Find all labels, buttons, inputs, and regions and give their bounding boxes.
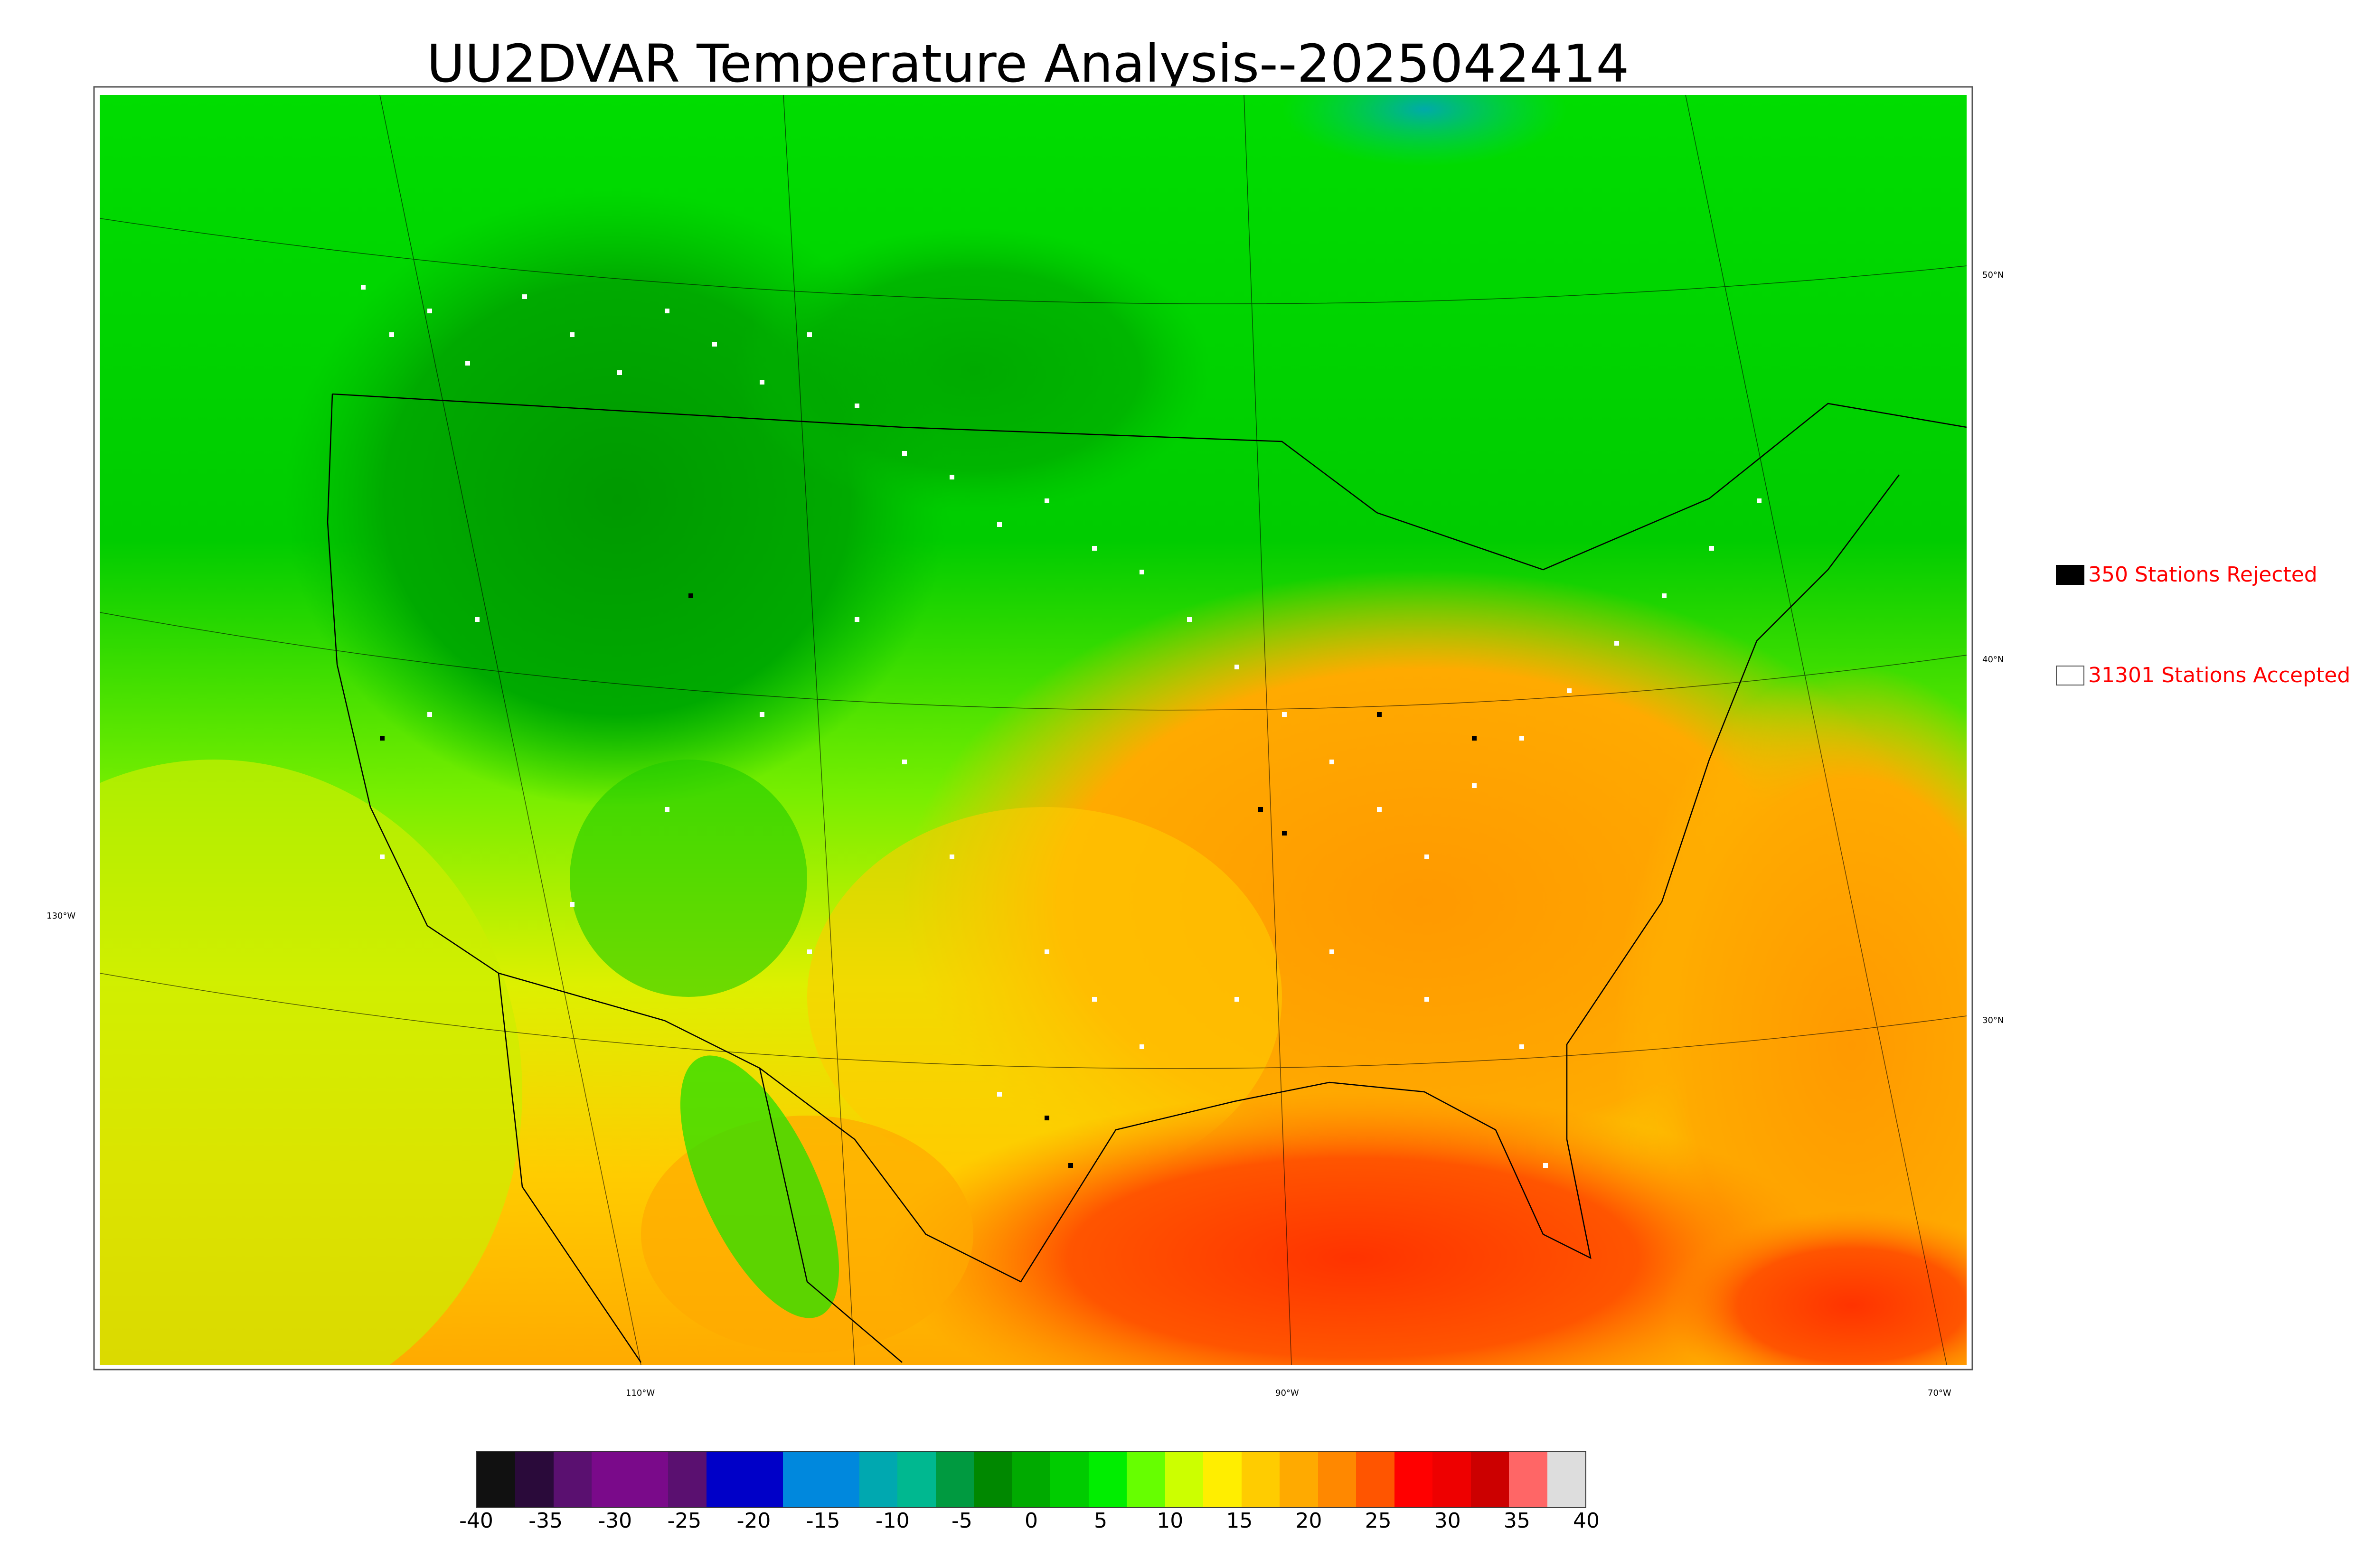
colorbar-tick-label: -15 <box>806 1509 840 1533</box>
lat-label-40n: 40°N <box>1982 655 2004 665</box>
colorbar-swatch <box>1203 1452 1242 1507</box>
legend-rejected: 350 Stations Rejected <box>2056 563 2317 587</box>
colorbar-swatch <box>1012 1452 1051 1507</box>
rejected-label: 350 Stations Rejected <box>2088 563 2317 587</box>
colorbar-swatch <box>630 1452 669 1507</box>
stations-rejected <box>380 593 1477 1168</box>
colorbar-tick-label: 25 <box>1365 1509 1392 1533</box>
colorbar-tick-label: -25 <box>667 1509 702 1533</box>
colorbar-tick-label: -30 <box>598 1509 632 1533</box>
colorbar-swatch <box>1470 1452 1509 1507</box>
colorbar-swatch <box>592 1452 630 1507</box>
temperature-field <box>100 95 1967 1365</box>
colorbar <box>476 1451 1586 1508</box>
colorbar-swatch <box>859 1452 898 1507</box>
colorbar-tick-label: -5 <box>951 1509 972 1533</box>
colorbar-swatch <box>1509 1452 1547 1507</box>
lat-label-50n: 50°N <box>1982 270 2004 280</box>
colorbar-swatch <box>821 1452 859 1507</box>
colorbar-swatch <box>1127 1452 1165 1507</box>
map-title: UU2DVAR Temperature Analysis--2025042414 <box>426 33 1630 94</box>
legend-accepted: 31301 Stations Accepted <box>2056 663 2350 687</box>
lat-label-30n: 30°N <box>1982 1015 2004 1025</box>
colorbar-tick-label: 5 <box>1094 1509 1108 1533</box>
colorbar-tick-label: -35 <box>528 1509 563 1533</box>
colorbar-tick-label: -40 <box>459 1509 493 1533</box>
colorbar-tick-label: -10 <box>875 1509 910 1533</box>
colorbar-tick-label: 10 <box>1157 1509 1184 1533</box>
accepted-label: 31301 Stations Accepted <box>2088 663 2351 687</box>
colorbar-tick-label: 15 <box>1226 1509 1253 1533</box>
colorbar-tick-label: -20 <box>736 1509 771 1533</box>
colorbar-tick-label: 20 <box>1295 1509 1322 1533</box>
colorbar-swatch <box>1547 1452 1586 1507</box>
colorbar-tick-label: 35 <box>1503 1509 1530 1533</box>
colorbar-swatches <box>476 1451 1586 1508</box>
colorbar-swatch <box>935 1452 974 1507</box>
accepted-swatch <box>2056 665 2084 685</box>
rejected-swatch <box>2056 564 2084 585</box>
lon-label-110w: 110°W <box>626 1388 655 1398</box>
colorbar-swatch <box>1088 1452 1127 1507</box>
colorbar-swatch <box>1241 1452 1280 1507</box>
colorbar-swatch <box>1280 1452 1318 1507</box>
lon-label-90w: 90°W <box>1275 1388 1299 1398</box>
colorbar-swatch <box>1165 1452 1204 1507</box>
colorbar-swatch <box>1318 1452 1357 1507</box>
stations-accepted <box>361 285 1762 1168</box>
lon-label-130w: 130°W <box>47 911 75 921</box>
colorbar-tick-label: 30 <box>1434 1509 1461 1533</box>
colorbar-swatch <box>477 1452 516 1507</box>
lon-label-70w: 70°W <box>1928 1388 1951 1398</box>
colorbar-swatch <box>706 1452 745 1507</box>
colorbar-swatch <box>553 1452 592 1507</box>
colorbar-swatch <box>1394 1452 1433 1507</box>
colorbar-swatch <box>782 1452 821 1507</box>
colorbar-swatch <box>1356 1452 1394 1507</box>
colorbar-swatch <box>1050 1452 1089 1507</box>
colorbar-tick-label: 40 <box>1573 1509 1600 1533</box>
colorbar-tick-label: 0 <box>1025 1509 1038 1533</box>
colorbar-swatch <box>1432 1452 1471 1507</box>
colorbar-swatch <box>515 1452 554 1507</box>
colorbar-swatch <box>897 1452 936 1507</box>
colorbar-swatch <box>668 1452 707 1507</box>
graticule <box>100 95 1967 1365</box>
colorbar-swatch <box>744 1452 783 1507</box>
colorbar-swatch <box>974 1452 1012 1507</box>
country-borders <box>327 393 1967 1363</box>
